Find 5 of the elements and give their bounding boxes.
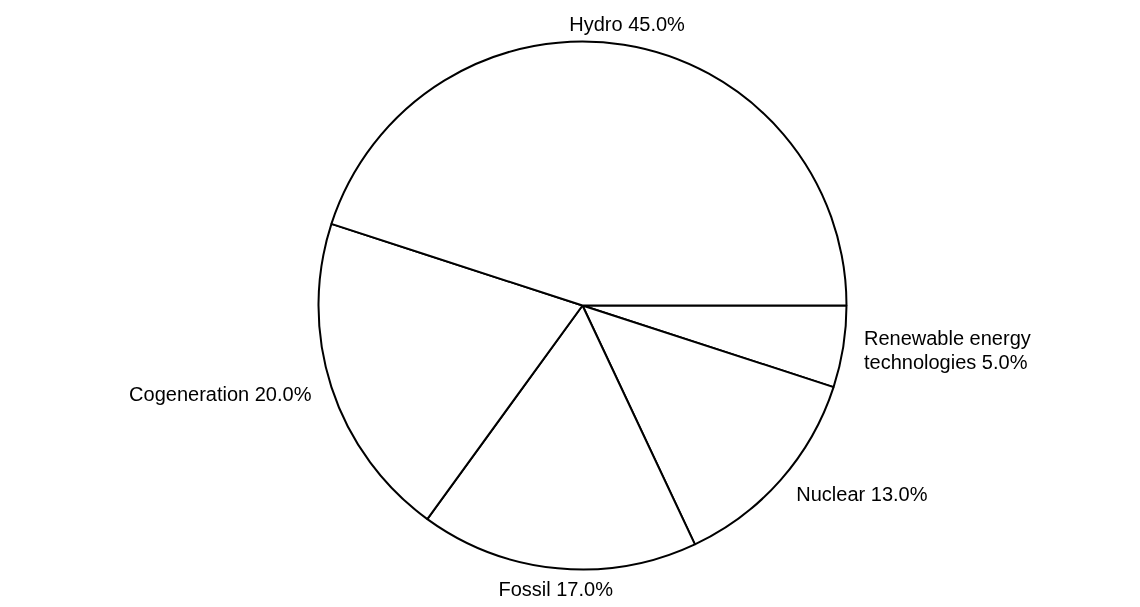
slice-label: Fossil 17.0% bbox=[498, 578, 614, 601]
slice-label: Renewable energy technologies 5.0% bbox=[863, 326, 1031, 374]
slice-label: Cogeneration 20.0% bbox=[129, 382, 312, 405]
slice-label: Hydro 45.0% bbox=[569, 13, 686, 36]
slice-label: Nuclear 13.0% bbox=[796, 482, 928, 505]
